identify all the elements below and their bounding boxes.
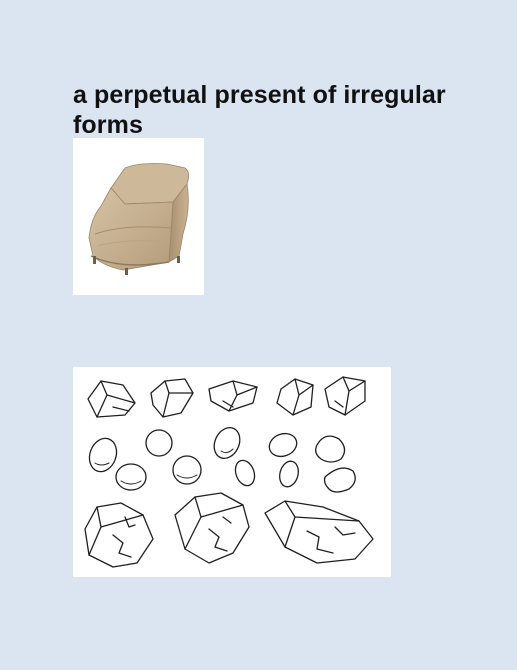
- chair-cover-illustration: [88, 163, 189, 275]
- stones-sketch: [73, 367, 391, 577]
- chair-cover-photo: [73, 138, 204, 295]
- rock-row-3: [84, 492, 374, 568]
- rock-row-1: [87, 376, 366, 418]
- stones-illustration: [84, 376, 374, 568]
- page-title: a perpetual present of irregular forms: [73, 81, 446, 139]
- pebble-row: [88, 426, 356, 493]
